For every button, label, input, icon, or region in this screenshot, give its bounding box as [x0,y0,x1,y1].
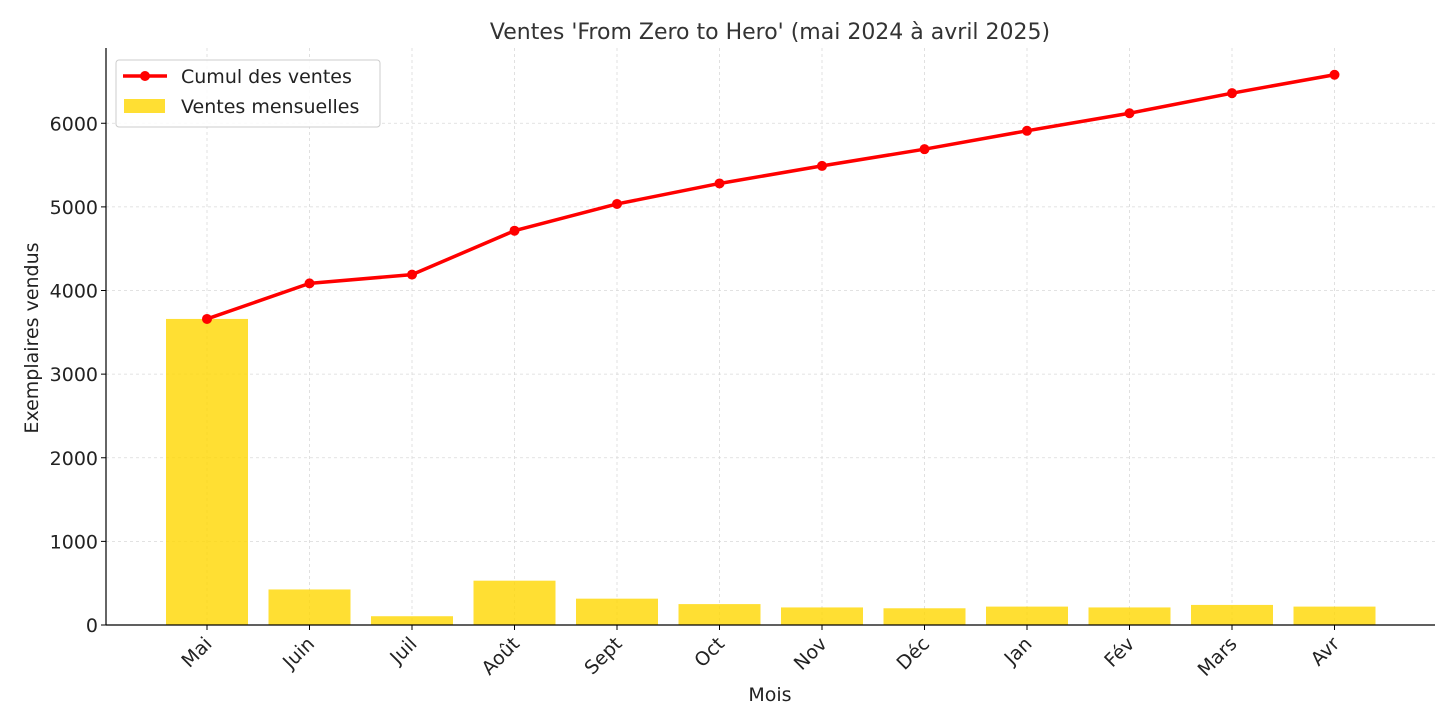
x-tick-label: Nov [790,633,832,675]
y-tick-label: 1000 [50,531,98,553]
line-point-Juil [407,270,417,280]
y-axis-label: Exemplaires vendus [21,242,43,433]
bar-Déc [884,608,966,625]
y-tick-label: 4000 [50,281,98,303]
legend-line-label: Cumul des ventes [181,66,352,88]
line-point-Avr [1330,70,1340,80]
y-tick-label: 2000 [50,448,98,470]
x-tick-label: Jan [1000,633,1037,670]
bars-group [166,319,1376,625]
line-point-Nov [817,161,827,171]
line-point-Jan [1022,126,1032,136]
line-point-Déc [920,144,930,154]
legend-bar-swatch [124,99,165,113]
x-tick-label: Juil [385,633,421,669]
x-tick-label: Août [478,633,525,680]
y-ticks: 0 1000 2000 3000 4000 5000 6000 [50,113,106,637]
y-tick-label: 0 [86,615,98,637]
bar-Nov [781,607,863,625]
bar-Avr [1294,607,1376,625]
x-axis-label: Mois [748,684,791,706]
y-tick-label: 6000 [50,113,98,135]
line-point-Oct [715,178,725,188]
x-tick-label: Mars [1194,633,1242,681]
bar-Oct [679,604,761,625]
line-point-Sept [612,199,622,209]
grid [106,48,1435,625]
axes [106,48,1435,625]
y-tick-label: 5000 [50,197,98,219]
x-tick-label: Fév [1100,633,1139,672]
x-tick-label: Sept [580,633,626,679]
legend: Cumul des ventes Ventes mensuelles [116,60,380,127]
x-tick-label: Oct [690,633,729,672]
bar-Jan [986,607,1068,625]
line-point-Août [510,226,520,236]
line-point-Mai [202,314,212,324]
x-tick-label: Juin [278,633,319,674]
x-tick-label: Avr [1307,633,1345,671]
line-point-Fév [1125,108,1135,118]
y-tick-label: 3000 [50,364,98,386]
chart-title: Ventes 'From Zero to Hero' (mai 2024 à a… [490,20,1050,45]
bar-Mars [1191,605,1273,625]
bar-Juil [371,616,453,625]
line-point-Mars [1227,88,1237,98]
legend-bar-label: Ventes mensuelles [181,96,359,118]
x-ticks: Mai Juin Juil Août Sept Oct Nov Déc Jan Fév Mars Av… [177,625,1344,681]
legend-line-marker [140,71,150,81]
bar-Juin [269,589,351,625]
x-tick-label: Déc [892,633,934,675]
line-point-Juin [305,278,315,288]
bar-Août [474,581,556,625]
bar-Fév [1089,607,1171,625]
x-tick-label: Mai [177,633,216,672]
bar-Mai [166,319,248,625]
bar-Sept [576,599,658,625]
